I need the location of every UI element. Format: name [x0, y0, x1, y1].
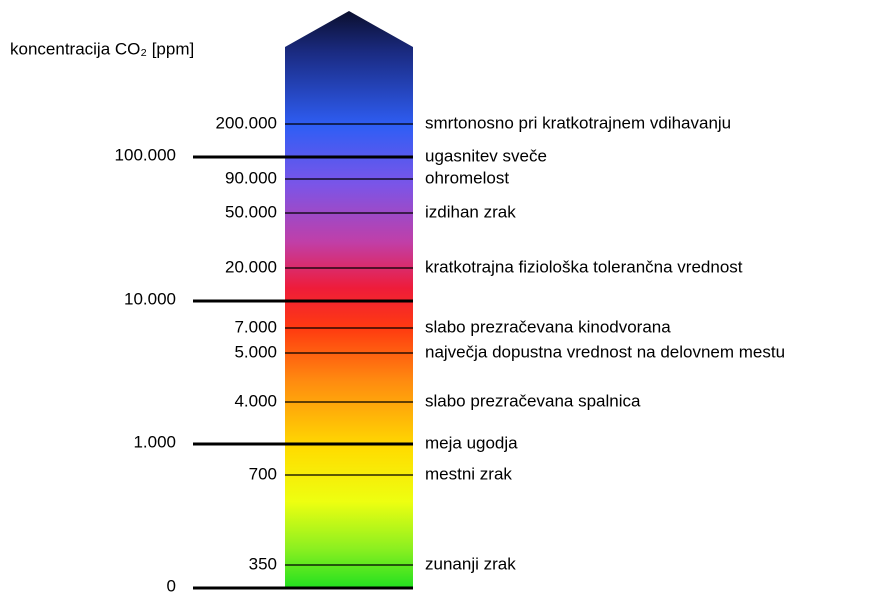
minor-note: mestni zrak — [425, 464, 512, 483]
major-label: 100.000 — [115, 145, 176, 164]
major-label: 10.000 — [124, 289, 176, 308]
minor-note: slabo prezračevana kinodvorana — [425, 317, 671, 336]
minor-label: 4.000 — [234, 391, 277, 410]
major-label: 1.000 — [133, 432, 176, 451]
minor-label: 200.000 — [216, 113, 277, 132]
minor-note: smrtonosno pri kratkotrajnem vdihavanju — [425, 113, 731, 132]
major-note: meja ugodja — [425, 433, 518, 452]
minor-note: kratkotrajna fiziološka tolerančna vredn… — [425, 257, 743, 276]
title: koncentracija CO₂ [ppm] — [10, 39, 194, 58]
minor-label: 50.000 — [225, 202, 277, 221]
minor-label: 350 — [249, 554, 277, 573]
minor-label: 7.000 — [234, 317, 277, 336]
minor-note: izdihan zrak — [425, 202, 516, 221]
major-note: ugasnitev sveče — [425, 146, 547, 165]
minor-label: 700 — [249, 464, 277, 483]
minor-label: 90.000 — [225, 168, 277, 187]
minor-label: 5.000 — [234, 342, 277, 361]
minor-note: slabo prezračevana spalnica — [425, 391, 641, 410]
minor-note: največja dopustna vrednost na delovnem m… — [425, 342, 785, 361]
major-label: 0 — [167, 576, 176, 594]
minor-note: ohromelost — [425, 168, 509, 187]
levels: 100.000 ugasnitev sveče 10.000 1.000 meja ug… — [115, 113, 786, 594]
minor-note: zunanji zrak — [425, 554, 516, 573]
minor-label: 20.000 — [225, 257, 277, 276]
